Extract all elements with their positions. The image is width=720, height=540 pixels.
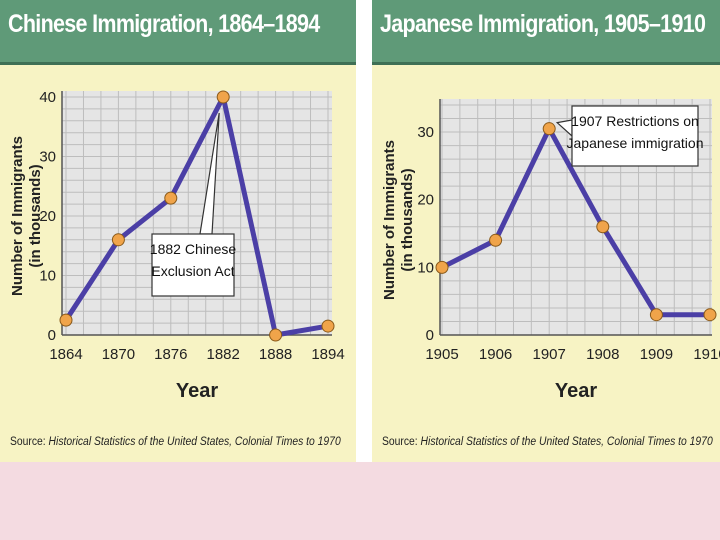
japanese-x-tick-label: 1907 — [533, 346, 566, 363]
chinese-annotation-text: 1882 Chinese — [150, 241, 237, 257]
chinese-series-line — [63, 94, 331, 338]
chinese-plot-area — [62, 91, 332, 335]
chinese-y-axis-subtitle: (in thousands) — [27, 164, 44, 267]
chinese-annotation-box — [151, 233, 235, 297]
chinese-data-point — [59, 313, 73, 327]
chinese-y-tick-label: 30 — [39, 149, 56, 166]
chinese-data-point — [216, 90, 230, 104]
japanese-annotation-box — [571, 105, 699, 167]
chinese-x-axis-title: Year — [176, 380, 218, 402]
chinese-chart-source: Source: Historical Statistics of the Uni… — [10, 436, 341, 448]
japanese-data-point — [542, 122, 556, 136]
japanese-data-point — [649, 308, 663, 322]
japanese-y-tick-label: 30 — [417, 124, 434, 141]
japanese-y-tick-label: 20 — [417, 192, 434, 209]
japanese-y-tick-label: 10 — [417, 259, 434, 276]
chinese-x-tick-label: 1888 — [259, 346, 292, 363]
panel-divider — [356, 0, 372, 462]
chinese-y-axis-title: Number of Immigrants — [9, 136, 26, 296]
chinese-immigration-chart: 0 10 20 30 40 1864 1870 1876 1882 1888 1894 1882 Ch… — [9, 89, 345, 402]
japanese-x-tick-label: 1905 — [425, 346, 458, 363]
japanese-annotation-text: 1907 Restrictions on — [571, 113, 699, 129]
japanese-chart-panel: Japanese Immigration, 1905–1910 0 10 20 30 1… — [372, 0, 720, 462]
chinese-chart-header: Chinese Immigration, 1864–1894 — [0, 0, 356, 65]
chinese-x-tick-label: 1894 — [311, 346, 344, 363]
japanese-x-tick-label: 1908 — [586, 346, 619, 363]
source-label: Source: — [10, 436, 46, 448]
japanese-x-tick-label: 1906 — [479, 346, 512, 363]
chinese-data-point — [269, 328, 283, 342]
chinese-y-tick-label: 10 — [39, 268, 56, 285]
japanese-y-tick-label: 0 — [426, 327, 434, 344]
chinese-x-tick-label: 1864 — [49, 346, 82, 363]
japanese-y-axis-subtitle: (in thousands) — [399, 168, 416, 271]
japanese-data-point — [435, 260, 449, 274]
japanese-data-point — [596, 220, 610, 234]
japanese-x-axis-title: Year — [555, 380, 597, 402]
japanese-chart-title: Japanese Immigration, 1905–1910 — [380, 10, 706, 38]
chinese-data-point — [164, 191, 178, 205]
chinese-data-point — [111, 233, 125, 247]
footer-band — [0, 462, 720, 540]
source-label: Source: — [382, 436, 418, 448]
japanese-series-line — [439, 126, 713, 318]
chinese-annotation-text: Exclusion Act — [151, 263, 234, 279]
japanese-x-tick-label: 1910 — [693, 346, 720, 363]
chinese-y-tick-label: 40 — [39, 89, 56, 106]
chinese-x-tick-label: 1882 — [207, 346, 240, 363]
japanese-immigration-chart: 0 10 20 30 1905 1906 1907 1908 1909 1910 1907 Rest… — [381, 99, 720, 402]
japanese-data-point — [489, 233, 503, 247]
chinese-x-tick-label: 1876 — [154, 346, 187, 363]
japanese-chart-header: Japanese Immigration, 1905–1910 — [372, 0, 720, 65]
japanese-y-axis-title: Number of Immigrants — [381, 140, 398, 300]
chinese-x-tick-label: 1870 — [102, 346, 135, 363]
chinese-chart-title: Chinese Immigration, 1864–1894 — [8, 10, 320, 38]
chinese-data-point — [321, 319, 335, 333]
chinese-chart-panel: Chinese Immigration, 1864–1894 0 10 20 30 40… — [0, 0, 356, 462]
source-title: Historical Statistics of the United Stat… — [48, 436, 341, 448]
japanese-annotation-text: Japanese immigration — [567, 135, 704, 151]
chinese-y-tick-label: 0 — [48, 327, 56, 344]
japanese-chart-source: Source: Historical Statistics of the Uni… — [382, 436, 713, 448]
japanese-x-tick-label: 1909 — [640, 346, 673, 363]
source-title: Historical Statistics of the United Stat… — [420, 436, 713, 448]
japanese-data-point — [703, 308, 717, 322]
chinese-y-tick-label: 20 — [39, 208, 56, 225]
